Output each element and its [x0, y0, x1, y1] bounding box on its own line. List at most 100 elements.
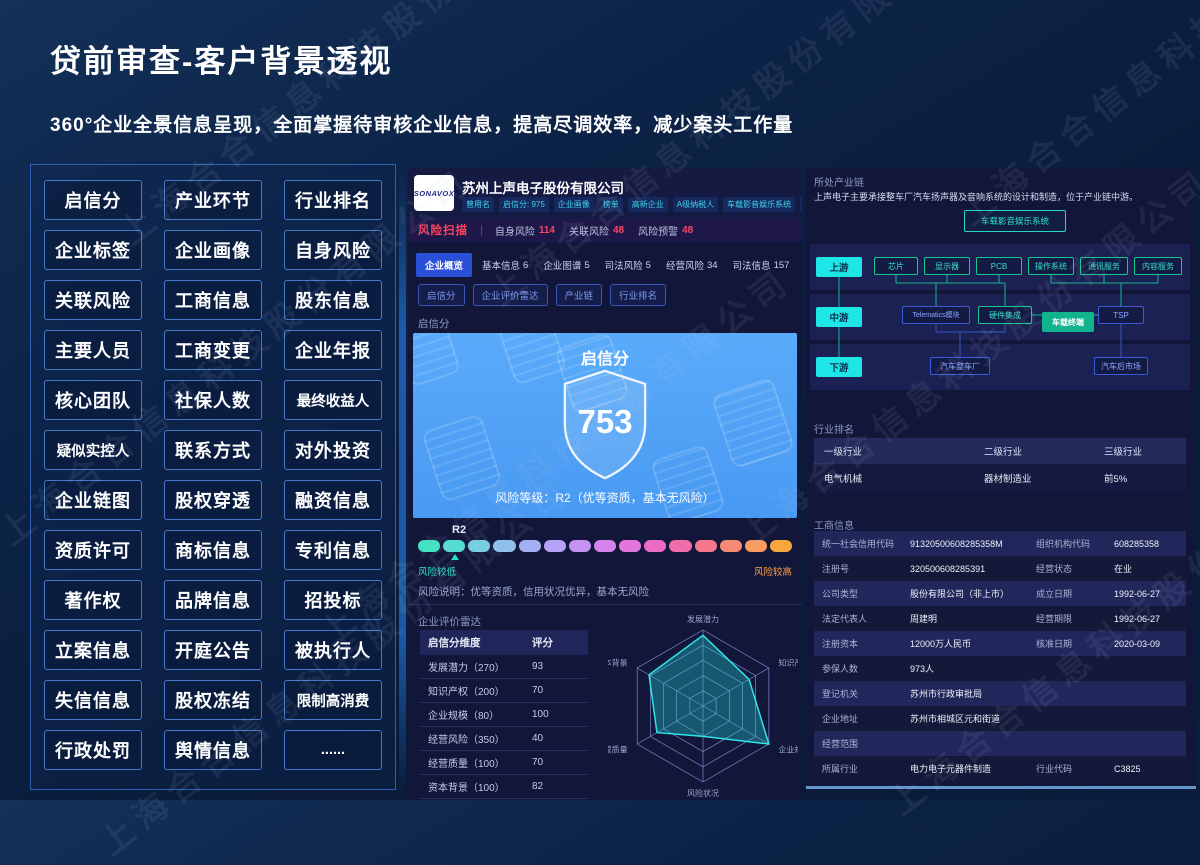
feature-button[interactable]: 著作权	[44, 580, 142, 620]
company-tag: A级纳税人	[672, 197, 719, 212]
tab-5[interactable]: 司法信息 157	[728, 254, 795, 276]
feature-button[interactable]: 企业画像	[164, 230, 262, 270]
business-field-value: 电力电子元器件制造	[910, 764, 992, 774]
tab-count: 34	[706, 259, 718, 271]
tab-count: 5	[645, 259, 651, 271]
score-value: 40	[532, 733, 544, 744]
tab-2[interactable]: 企业图谱 5	[538, 254, 594, 276]
risk-scale-segment	[468, 540, 491, 552]
risk-description: 风险说明：优等资质，信用状况优异，基本无风险	[418, 586, 649, 598]
feature-button[interactable]: 企业年报	[284, 330, 382, 370]
feature-button[interactable]: 工商信息	[164, 280, 262, 320]
tab-label: 司法信息	[732, 261, 771, 272]
risk-scale-segment	[744, 540, 767, 552]
risk-scale-segment	[543, 540, 566, 552]
risk-scan-separator: |	[480, 224, 483, 236]
rank-header-cell: 三级行业	[1104, 447, 1143, 458]
business-field-label: 法定代表人	[822, 614, 868, 624]
feature-button[interactable]: 工商变更	[164, 330, 262, 370]
feature-button[interactable]: ......	[284, 730, 382, 770]
rank-header-cell: 一级行业	[824, 447, 863, 458]
business-field-value: 苏州市行政审批局	[910, 689, 983, 699]
risk-item-label: 自身风险	[494, 226, 535, 238]
feature-button[interactable]: 疑似实控人	[44, 430, 142, 470]
feature-button[interactable]: 被执行人	[284, 630, 382, 670]
risk-high-label: 风险较高	[753, 567, 792, 578]
subnav-chip[interactable]: 企业评价雷达	[472, 284, 548, 306]
business-field-label: 组织机构代码	[1036, 539, 1091, 549]
risk-item-value: 48	[682, 224, 694, 236]
feature-button[interactable]: 资质许可	[44, 530, 142, 570]
risk-item-label: 风险预警	[638, 226, 679, 238]
risk-scale-marker-icon	[451, 554, 459, 560]
feature-button[interactable]: 股东信息	[284, 280, 382, 320]
feature-button[interactable]: 产业环节	[164, 180, 262, 220]
tab-label: 基本信息	[482, 261, 521, 272]
feature-button[interactable]: 商标信息	[164, 530, 262, 570]
business-field-label: 参保人数	[822, 664, 859, 674]
business-field-label: 核准日期	[1036, 639, 1073, 649]
score-table-header-score: 评分	[532, 637, 553, 649]
feature-button[interactable]: 关联风险	[44, 280, 142, 320]
subnav-chip[interactable]: 启信分	[418, 284, 465, 306]
feature-button[interactable]: 招投标	[284, 580, 382, 620]
feature-button[interactable]: 行政处罚	[44, 730, 142, 770]
page-title: 贷前审查-客户背景透视	[50, 44, 393, 79]
feature-button[interactable]: 融资信息	[284, 480, 382, 520]
feature-button[interactable]: 股权穿透	[164, 480, 262, 520]
chain-badge-button[interactable]: 车载影音娱乐系统	[964, 210, 1066, 232]
feature-button[interactable]: 自身风险	[284, 230, 382, 270]
feature-button[interactable]: 限制高消费	[284, 680, 382, 720]
risk-scale-segment	[593, 540, 617, 552]
company-logo-text: SONAVOX	[413, 188, 455, 198]
chain-node-oem: 汽车整车厂	[930, 357, 990, 375]
company-overview-panel: SONAVOX 苏州上声电子股份有限公司 曾用名 启信分: 975 企业画像 榜单 高新…	[408, 168, 802, 800]
tab-count: 5	[584, 259, 590, 271]
chain-description: 上声电子主要承接整车厂汽车扬声器及音响系统的设计和制造，位于产业链中游。	[814, 192, 1139, 202]
business-field-label: 所属行业	[822, 764, 859, 774]
feature-button[interactable]: 行业排名	[284, 180, 382, 220]
feature-button[interactable]: 最终收益人	[284, 380, 382, 420]
risk-scan-title: 风险扫描	[418, 225, 468, 237]
qixin-score-card: 启信分 753 风险等级：R2（优等资质，基本无风险）	[413, 333, 797, 518]
feature-button[interactable]: 舆情信息	[164, 730, 262, 770]
business-field-value: 1992-06-27	[1114, 613, 1161, 624]
industry-rank-table: 一级行业 二级行业 三级行业 电气机械 器材制造业 前5%	[814, 438, 1186, 492]
subnav-chip[interactable]: 行业排名	[610, 284, 667, 306]
score-table-row: 知识产权（200） 70	[420, 679, 588, 703]
tab-4[interactable]: 经营风险 34	[661, 254, 723, 276]
feature-button[interactable]: 核心团队	[44, 380, 142, 420]
tab-1[interactable]: 基本信息 6	[477, 254, 533, 276]
feature-button[interactable]: 股权冻结	[164, 680, 262, 720]
business-field-value: 在业	[1114, 564, 1133, 574]
score-table-header-dimension: 启信分维度	[428, 637, 481, 649]
radar-axis-label: 经营质量	[608, 745, 628, 755]
feature-button[interactable]: 启信分	[44, 180, 142, 220]
tab-3[interactable]: 司法风险 5	[600, 254, 656, 276]
business-info-row: 公司类型 股份有限公司（非上市） 成立日期 1992-06-27	[814, 581, 1186, 606]
feature-button[interactable]: 对外投资	[284, 430, 382, 470]
radar-axis-label: 企业规模	[778, 745, 798, 755]
business-field-label: 经营范围	[822, 739, 859, 749]
risk-level-text: 风险等级：R2（优等资质，基本无风险）	[495, 491, 715, 505]
feature-button[interactable]: 主要人员	[44, 330, 142, 370]
feature-button[interactable]: 品牌信息	[164, 580, 262, 620]
feature-button[interactable]: 开庭公告	[164, 630, 262, 670]
feature-button[interactable]: 专利信息	[284, 530, 382, 570]
subnav-chip[interactable]: 产业链	[555, 284, 603, 306]
feature-button[interactable]: 社保人数	[164, 380, 262, 420]
risk-scan-item: 关联风险 48	[569, 223, 624, 238]
business-field-value: 2020-03-09	[1114, 638, 1161, 649]
feature-button[interactable]: 企业标签	[44, 230, 142, 270]
feature-button[interactable]: 联系方式	[164, 430, 262, 470]
score-value: 100	[532, 709, 549, 720]
feature-button[interactable]: 立案信息	[44, 630, 142, 670]
chain-node-aftermarket: 汽车后市场	[1094, 357, 1148, 375]
risk-scan-band: 风险扫描 | 自身风险 114 关联风险 48 风险预警 48	[408, 218, 802, 242]
tab-overview[interactable]: 企业概览	[416, 253, 473, 277]
feature-button[interactable]: 企业链图	[44, 480, 142, 520]
feature-button[interactable]: 失信信息	[44, 680, 142, 720]
risk-item-value: 114	[538, 224, 555, 236]
tab-6[interactable]: 知识产权999+	[799, 254, 802, 276]
company-header: SONAVOX 苏州上声电子股份有限公司 曾用名 启信分: 975 企业画像 榜单 高新…	[408, 168, 802, 218]
